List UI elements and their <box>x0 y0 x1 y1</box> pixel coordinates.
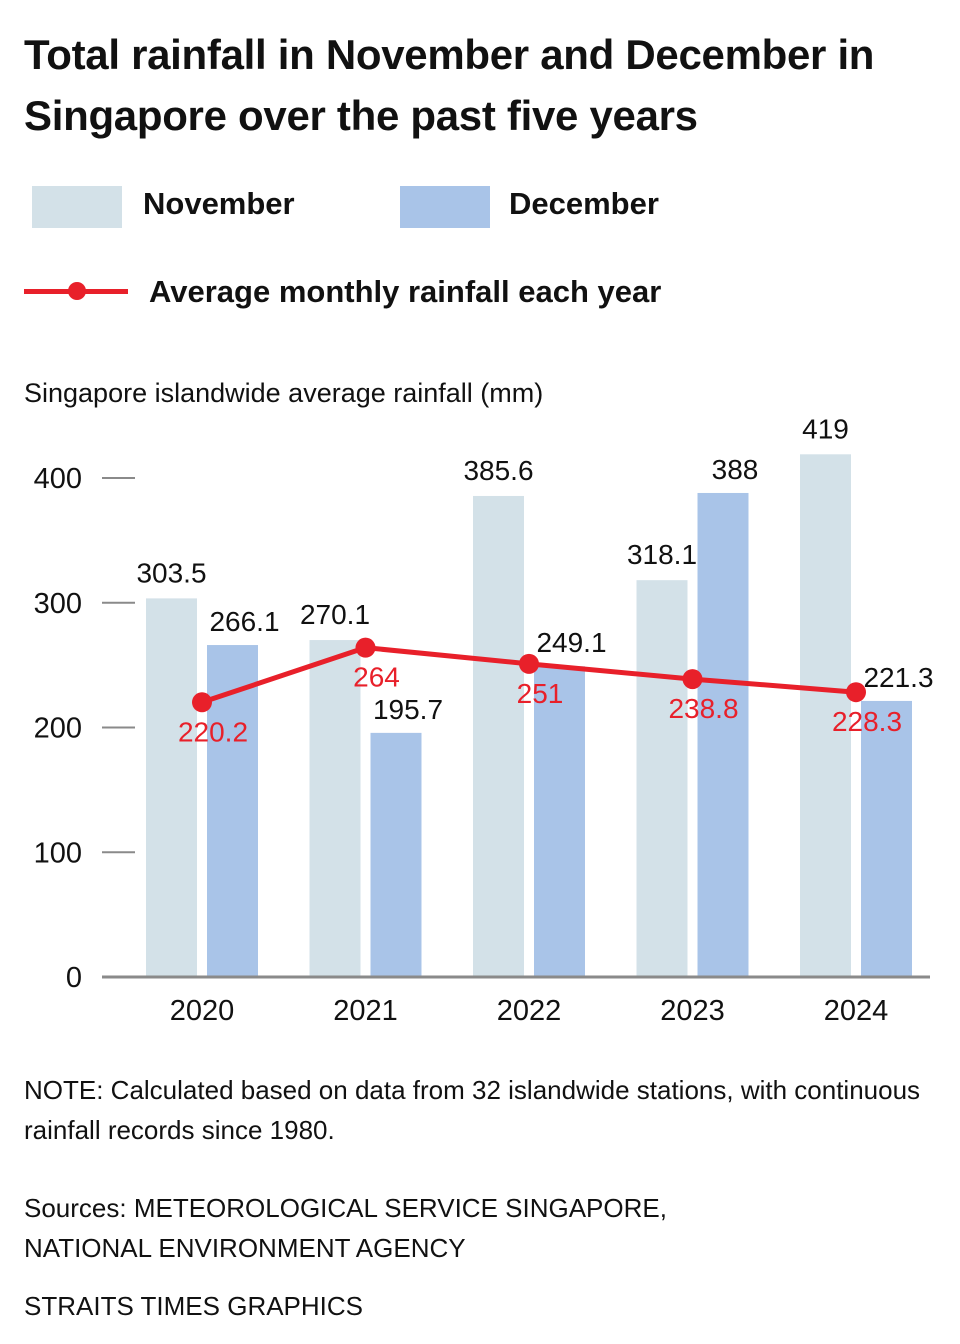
data-label-december-2023: 388 <box>712 454 759 485</box>
legend-dot-average <box>68 282 86 300</box>
sources-text: Sources: METEOROLOGICAL SERVICE SINGAPOR… <box>24 1188 924 1268</box>
note-text: NOTE: Calculated based on data from 32 i… <box>24 1075 921 1145</box>
data-label-november-2020: 303.5 <box>136 557 206 588</box>
bar-december-2020 <box>207 645 258 977</box>
data-label-november-2022: 385.6 <box>463 455 533 486</box>
bar-november-2020 <box>146 598 197 977</box>
data-label-november-2021: 270.1 <box>300 599 370 630</box>
data-label-december-2020: 266.1 <box>209 606 279 637</box>
x-tick-label-2022: 2022 <box>497 995 562 1027</box>
average-point-2020 <box>192 692 212 713</box>
bar-december-2023 <box>697 492 749 977</box>
y-tick-label: 0 <box>66 962 82 994</box>
y-tick-label: 300 <box>34 588 82 620</box>
average-label-2021: 264 <box>353 662 400 693</box>
x-tick-label-2021: 2021 <box>333 995 398 1027</box>
average-label-2024: 228.3 <box>832 706 902 737</box>
legend-label-december: December <box>509 186 659 221</box>
data-label-december-2021: 195.7 <box>373 694 443 725</box>
average-label-2023: 238.8 <box>668 693 738 724</box>
legend-swatch-november <box>32 186 122 228</box>
sources-line-1: Sources: METEOROLOGICAL SERVICE SINGAPOR… <box>24 1193 667 1223</box>
average-label-2020: 220.2 <box>178 716 248 747</box>
data-label-november-2023: 318.1 <box>627 539 697 570</box>
average-label-2022: 251 <box>517 678 564 709</box>
data-label-december-2022: 249.1 <box>536 627 606 658</box>
x-tick-label-2023: 2023 <box>660 995 725 1027</box>
bar-december-2024 <box>861 700 912 977</box>
average-point-2022 <box>519 653 539 674</box>
y-tick-label: 200 <box>34 713 82 745</box>
average-point-2023 <box>682 669 703 690</box>
legend-label-average: Average monthly rainfall each year <box>149 274 662 309</box>
bar-december-2022 <box>534 666 585 977</box>
data-label-december-2024: 221.3 <box>863 662 933 693</box>
average-point-2021 <box>355 637 376 658</box>
data-label-november-2024: 419 <box>802 413 849 444</box>
x-tick-label-2020: 2020 <box>170 995 235 1027</box>
bar-november-2024 <box>800 454 851 977</box>
bar-november-2022 <box>473 495 524 977</box>
legend-swatch-december <box>400 186 490 228</box>
sources-line-2: NATIONAL ENVIRONMENT AGENCY <box>24 1233 466 1263</box>
credit-text: STRAITS TIMES GRAPHICS <box>24 1291 364 1321</box>
y-tick-label: 100 <box>34 837 82 869</box>
x-tick-label-2024: 2024 <box>824 995 889 1027</box>
bar-november-2023 <box>636 580 688 977</box>
bar-december-2021 <box>370 732 422 977</box>
bar-november-2021 <box>309 640 361 977</box>
average-point-2024 <box>846 682 866 703</box>
chart-title: Total rainfall in November and December … <box>24 31 875 139</box>
y-axis-label: Singapore islandwide average rainfall (m… <box>24 378 544 408</box>
legend-label-november: November <box>143 186 295 221</box>
y-tick-label: 400 <box>34 463 82 495</box>
